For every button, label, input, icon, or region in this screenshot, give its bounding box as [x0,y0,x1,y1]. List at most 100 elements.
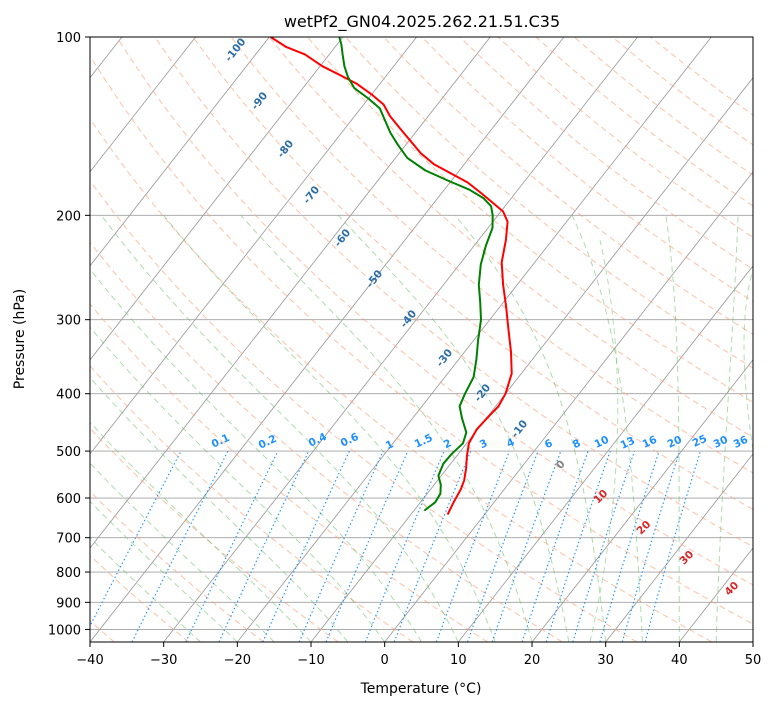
mixing-ratio-line [393,450,472,642]
y-tick-label: 800 [56,566,81,581]
moist-adiabat-line [665,215,680,642]
mixing-ratio-line [545,450,611,642]
isotherm-line [384,171,753,642]
y-tick-label: 300 [56,314,81,329]
saturation-curve [589,239,619,642]
mixing-ratio-label: 16 [641,434,659,451]
x-tick-label: −20 [224,653,251,668]
isotherm-line [90,37,270,267]
dry-adiabat-line [90,427,339,642]
moist-adiabat-line [90,421,312,642]
y-axis-ticks: 100 200 300 400 500 600 700 800 900 1000 [48,31,90,638]
dry-adiabat-line [90,365,414,642]
y-tick-label: 900 [56,596,81,611]
moist-adiabat-line [90,268,422,642]
mixing-ratio-label: 8 [571,437,583,451]
mixing-ratio-label: 10 [593,434,611,451]
dry-adiabat-line [192,37,753,511]
dry-adiabat-line [90,54,753,625]
saturation-curves [589,239,753,642]
moist-adiabat-line [90,537,201,642]
x-tick-label: −40 [76,653,103,668]
y-tick-label: 600 [56,492,81,507]
dry-adiabat-line [90,179,638,642]
moist-adiabat-line [337,214,570,642]
mixing-ratio-line [131,450,229,642]
moist-adiabat-line [571,215,643,642]
mixing-ratio-line [644,450,701,642]
x-tick-label: −30 [150,653,177,668]
dry-adiabat-line [116,37,753,586]
y-axis-title: Pressure (hPa) [12,289,28,389]
x-tick-label: −10 [297,653,324,668]
mixing-ratio-label: 3 [478,437,490,451]
isotherm-line [90,37,491,549]
mixing-ratio-label: 4 [505,436,517,450]
dry-adiabat-line [154,37,753,548]
y-tick-label: 500 [56,445,81,460]
moist-adiabat-line [100,215,459,642]
saturation-curve [743,269,753,451]
profile-series [270,37,513,516]
mixing-ratio-line [599,450,660,642]
x-tick-label: 50 [745,653,762,668]
mixing-ratio-line [364,450,445,642]
mixing-ratio-line [521,450,589,642]
dry-adiabat-line [383,37,753,336]
x-tick-label: 30 [597,653,614,668]
x-axis-ticks: −40 −30 −20 −10 0 10 20 30 40 50 [76,642,761,668]
mixing-ratio-label: 2 [442,437,454,451]
isotherm-line [90,37,344,361]
mixing-ratio-line [572,450,636,642]
mixing-ratio-line [466,450,539,642]
moist-adiabat-line [454,214,607,642]
mixing-ratio-label: 20 [666,434,684,451]
mixing-ratio-label: 6 [543,437,555,451]
isotherm-line [163,37,638,642]
dry-adiabat-line [421,37,753,303]
mixing-ratio-lines [90,450,701,642]
y-tick-label: 400 [56,388,81,403]
chart-title: wetPf2_GN04.2025.262.21.51.C35 [284,12,560,32]
isotherm-line [457,265,753,642]
dry-adiabat-line [268,37,753,438]
y-tick-label: 100 [56,31,81,46]
mixing-ratio-label: 13 [619,435,637,452]
moist-adiabat-lines [90,214,739,642]
mixing-ratio-line [325,450,409,642]
x-tick-label: 40 [671,653,688,668]
isotherm-line [310,77,753,642]
dry-adiabat-lines [90,37,753,642]
isotherm-line [236,37,712,642]
mixing-ratio-line [435,450,511,642]
mixing-ratio-line [491,450,562,642]
temperature-line [270,37,513,516]
dry-adiabat-line [90,554,190,642]
dewpoint-line [338,37,494,512]
dry-adiabat-line [90,117,712,642]
moist-adiabat-line [240,214,533,642]
isotherm-line [605,453,753,642]
isotherm-line [90,37,417,455]
dry-adiabat-line [230,37,753,474]
x-tick-label: 10 [450,653,467,668]
moist-adiabat-line [715,215,739,642]
mixing-ratio-label: 25 [691,433,709,450]
x-tick-label: 20 [524,653,541,668]
mixing-ratio-label: 36 [732,434,750,451]
dry-adiabat-line [90,303,488,642]
y-tick-label: 1000 [48,623,81,638]
y-tick-label: 200 [56,209,81,224]
isotherm-line [531,359,753,642]
mixing-ratio-line [298,450,384,642]
mixing-ratio-label: 30 [712,434,730,451]
dry-adiabat-line [90,241,563,642]
isotherm-line [90,37,196,173]
mixing-ratio-line [621,450,681,642]
x-tick-label: 0 [381,653,389,668]
x-axis-title: Temperature (°C) [360,681,482,697]
mixing-ratio-label: 1 [384,438,396,452]
y-tick-label: 700 [56,532,81,547]
